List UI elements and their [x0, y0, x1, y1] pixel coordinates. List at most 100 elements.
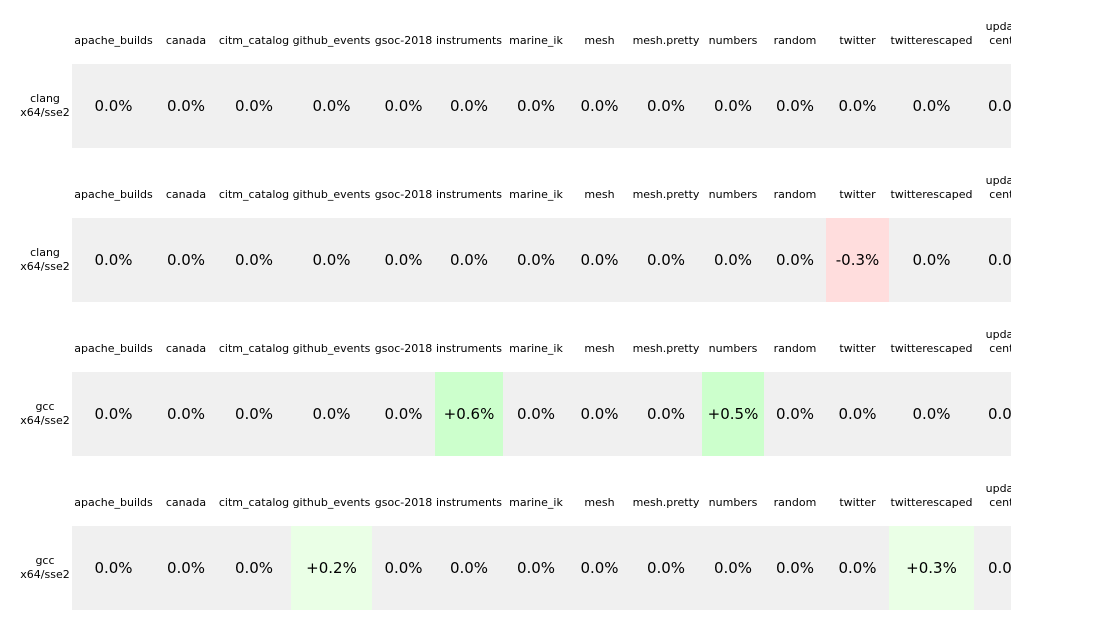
value-cell: 0.0%	[713, 97, 753, 115]
value-cell: 0.0%	[713, 559, 753, 577]
value-cell: 0.0%	[166, 251, 206, 269]
table-row	[72, 64, 1011, 148]
value-cell: 0.0%	[646, 559, 686, 577]
column-header: instruments	[435, 188, 503, 201]
value-cell: 0.0%	[94, 559, 133, 577]
value-cell: 0.0%	[312, 251, 351, 269]
value-cell: 0.0%	[580, 559, 619, 577]
column-header: canada	[165, 34, 207, 47]
value-cell: 0.0%	[234, 405, 274, 423]
column-header: github_events	[292, 34, 371, 47]
value-cell: 0.0%	[166, 559, 206, 577]
comparison-tables: apache_builds canada citm_catalog github_ev…	[0, 20, 1011, 636]
value-cell: 0.0%	[775, 251, 815, 269]
column-header: canada	[165, 342, 207, 355]
column-header: mesh.pretty	[632, 496, 700, 509]
value-cell: -0.3%	[826, 218, 889, 302]
column-header: marine_ik	[509, 342, 563, 355]
column-header: twitterescaped	[890, 342, 973, 355]
value-cell: 0.0%	[234, 251, 274, 269]
column-header: twitterescaped	[890, 188, 973, 201]
column-header: github_events	[292, 188, 371, 201]
column-header: update- center	[985, 328, 1011, 355]
value-cell: 0.0%	[384, 97, 423, 115]
table-block: apache_builds canada citm_catalog github_ev…	[0, 482, 1011, 636]
column-header: apache_builds	[74, 34, 153, 47]
column-header: mesh	[584, 188, 615, 201]
value-cell: 0.0%	[580, 405, 619, 423]
column-header: github_events	[292, 496, 371, 509]
value-cell: 0.0%	[987, 405, 1011, 423]
column-header: numbers	[708, 496, 758, 509]
column-header: apache_builds	[74, 496, 153, 509]
table-row	[72, 526, 1011, 610]
value-cell: 0.0%	[449, 97, 489, 115]
value-cell: 0.0%	[775, 405, 815, 423]
column-header: update- center	[985, 482, 1011, 509]
column-header: gsoc-2018	[374, 342, 433, 355]
value-cell: 0.0%	[516, 251, 556, 269]
column-header: gsoc-2018	[374, 188, 433, 201]
value-cell: 0.0%	[384, 405, 423, 423]
column-header: random	[773, 496, 817, 509]
table-block: apache_builds canada citm_catalog github_ev…	[0, 20, 1011, 174]
value-cell: 0.0%	[516, 405, 556, 423]
value-cell: 0.0%	[580, 97, 619, 115]
value-cell: 0.0%	[94, 251, 133, 269]
value-cell: 0.0%	[912, 405, 951, 423]
value-cell: 0.0%	[449, 251, 489, 269]
value-cell: 0.0%	[384, 251, 423, 269]
column-header: github_events	[292, 342, 371, 355]
column-header: twitter	[839, 496, 876, 509]
column-header: citm_catalog	[218, 34, 290, 47]
value-cell: 0.0%	[838, 559, 877, 577]
column-header: twitter	[839, 34, 876, 47]
column-header: update- center	[985, 20, 1011, 47]
value-cell: 0.0%	[646, 405, 686, 423]
column-header: random	[773, 34, 817, 47]
column-header: instruments	[435, 496, 503, 509]
column-header: marine_ik	[509, 496, 563, 509]
column-header: instruments	[435, 342, 503, 355]
column-header: mesh	[584, 496, 615, 509]
row-label: clang x64/sse2	[20, 246, 70, 273]
value-cell: 0.0%	[449, 559, 489, 577]
column-header: numbers	[708, 188, 758, 201]
value-cell: 0.0%	[166, 405, 206, 423]
table-row	[72, 372, 1011, 456]
value-cell: 0.0%	[94, 97, 133, 115]
value-cell: 0.0%	[987, 559, 1011, 577]
column-header: gsoc-2018	[374, 34, 433, 47]
column-header: marine_ik	[509, 188, 563, 201]
column-header: gsoc-2018	[374, 496, 433, 509]
value-cell: +0.6%	[435, 372, 503, 456]
table-block: apache_builds canada citm_catalog github_ev…	[0, 174, 1011, 328]
column-header: canada	[165, 188, 207, 201]
value-cell: 0.0%	[838, 97, 877, 115]
value-cell: 0.0%	[312, 405, 351, 423]
table-block: apache_builds canada citm_catalog github_ev…	[0, 328, 1011, 482]
column-header: apache_builds	[74, 342, 153, 355]
row-label: clang x64/sse2	[20, 92, 70, 119]
column-header: update- center	[985, 174, 1011, 201]
column-header: random	[773, 188, 817, 201]
value-cell: +0.3%	[889, 526, 974, 610]
column-header: citm_catalog	[218, 496, 290, 509]
value-cell: 0.0%	[516, 97, 556, 115]
value-cell: +0.2%	[291, 526, 372, 610]
column-header: numbers	[708, 342, 758, 355]
column-header: canada	[165, 496, 207, 509]
value-cell: 0.0%	[94, 405, 133, 423]
value-cell: 0.0%	[580, 251, 619, 269]
column-header: mesh	[584, 342, 615, 355]
column-header: mesh.pretty	[632, 188, 700, 201]
value-cell: 0.0%	[646, 251, 686, 269]
value-cell: 0.0%	[166, 97, 206, 115]
value-cell: 0.0%	[987, 251, 1011, 269]
column-header: apache_builds	[74, 188, 153, 201]
column-header: mesh.pretty	[632, 34, 700, 47]
value-cell: 0.0%	[646, 97, 686, 115]
value-cell: 0.0%	[838, 405, 877, 423]
value-cell: 0.0%	[234, 97, 274, 115]
column-header: citm_catalog	[218, 188, 290, 201]
